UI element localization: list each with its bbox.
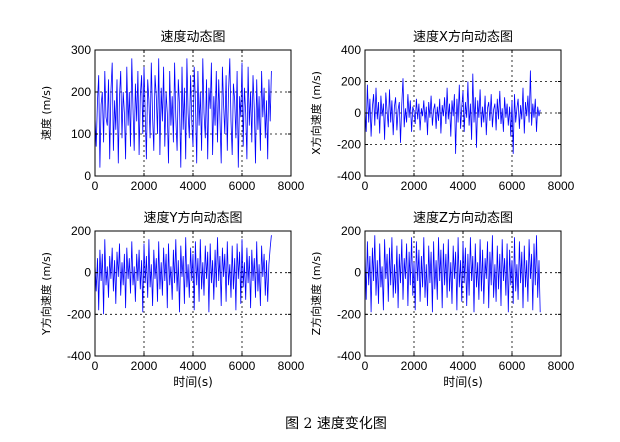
x-tick-label: 0 xyxy=(92,179,99,193)
x-tick-label: 8000 xyxy=(278,179,305,193)
figure-caption: 图 2 速度变化图 xyxy=(285,416,387,432)
subplot-3: 0 2000 4000 6000 8000 -400 -200 0 200 速度Y方向动态图时间(… xyxy=(39,210,305,389)
x-tick-label: 8000 xyxy=(548,179,575,193)
y-tick-label: -400 xyxy=(337,169,361,183)
series-line xyxy=(94,58,272,168)
y-tick-label: 200 xyxy=(71,224,91,238)
y-tick-label: -200 xyxy=(337,307,361,321)
chart-title: 速度Y方向动态图 xyxy=(144,210,243,226)
y-tick-label: 200 xyxy=(341,224,361,238)
x-axis-label: 时间(s) xyxy=(173,375,213,389)
chart-title: 速度动态图 xyxy=(160,29,225,45)
y-axis-label: Y方向速度 (m/s) xyxy=(39,252,53,336)
x-tick-label: 4000 xyxy=(450,359,477,373)
chart-title: 速度Z方向动态图 xyxy=(413,210,513,226)
y-axis-label: Z方向速度 (m/s) xyxy=(309,252,323,336)
y-tick-label: 300 xyxy=(71,43,91,57)
x-tick-label: 6000 xyxy=(229,179,256,193)
x-tick-label: 6000 xyxy=(499,179,526,193)
y-tick-label: 0 xyxy=(354,266,361,280)
y-tick-label: 200 xyxy=(71,85,91,99)
chart-title: 速度X方向动态图 xyxy=(413,29,513,45)
x-tick-label: 6000 xyxy=(499,359,526,373)
y-tick-label: 0 xyxy=(84,266,91,280)
x-tick-label: 2000 xyxy=(401,359,428,373)
subplot-2: 0 2000 4000 6000 8000 -400 -200 0 200 400 速度X方向动态图… xyxy=(309,29,575,193)
series-line xyxy=(94,235,272,315)
x-tick-label: 2000 xyxy=(131,359,158,373)
y-tick-label: 400 xyxy=(341,43,361,57)
subplot-4: 0 2000 4000 6000 8000 -400 -200 0 200 速度Z方向动态图时间(… xyxy=(309,210,575,389)
x-tick-label: 2000 xyxy=(131,179,158,193)
x-tick-label: 4000 xyxy=(180,359,207,373)
y-tick-label: -400 xyxy=(67,349,91,363)
x-tick-label: 2000 xyxy=(401,179,428,193)
y-tick-label: 0 xyxy=(84,169,91,183)
x-tick-label: 8000 xyxy=(278,359,305,373)
y-tick-label: -200 xyxy=(337,138,361,152)
x-tick-label: 0 xyxy=(362,179,369,193)
y-tick-label: 100 xyxy=(71,127,91,141)
x-tick-label: 6000 xyxy=(229,359,256,373)
x-tick-label: 4000 xyxy=(450,179,477,193)
y-tick-label: 200 xyxy=(341,75,361,89)
y-tick-label: 0 xyxy=(354,106,361,120)
x-tick-label: 0 xyxy=(362,359,369,373)
series-line xyxy=(364,70,541,154)
y-axis-label: 速度 (m/s) xyxy=(39,86,53,140)
x-axis-label: 时间(s) xyxy=(443,375,483,389)
y-tick-label: -200 xyxy=(67,307,91,321)
x-tick-label: 0 xyxy=(92,359,99,373)
series-line xyxy=(364,235,541,313)
x-tick-label: 8000 xyxy=(548,359,575,373)
y-axis-label: X方向速度 (m/s) xyxy=(309,71,323,155)
x-tick-label: 4000 xyxy=(180,179,207,193)
y-tick-label: -400 xyxy=(337,349,361,363)
